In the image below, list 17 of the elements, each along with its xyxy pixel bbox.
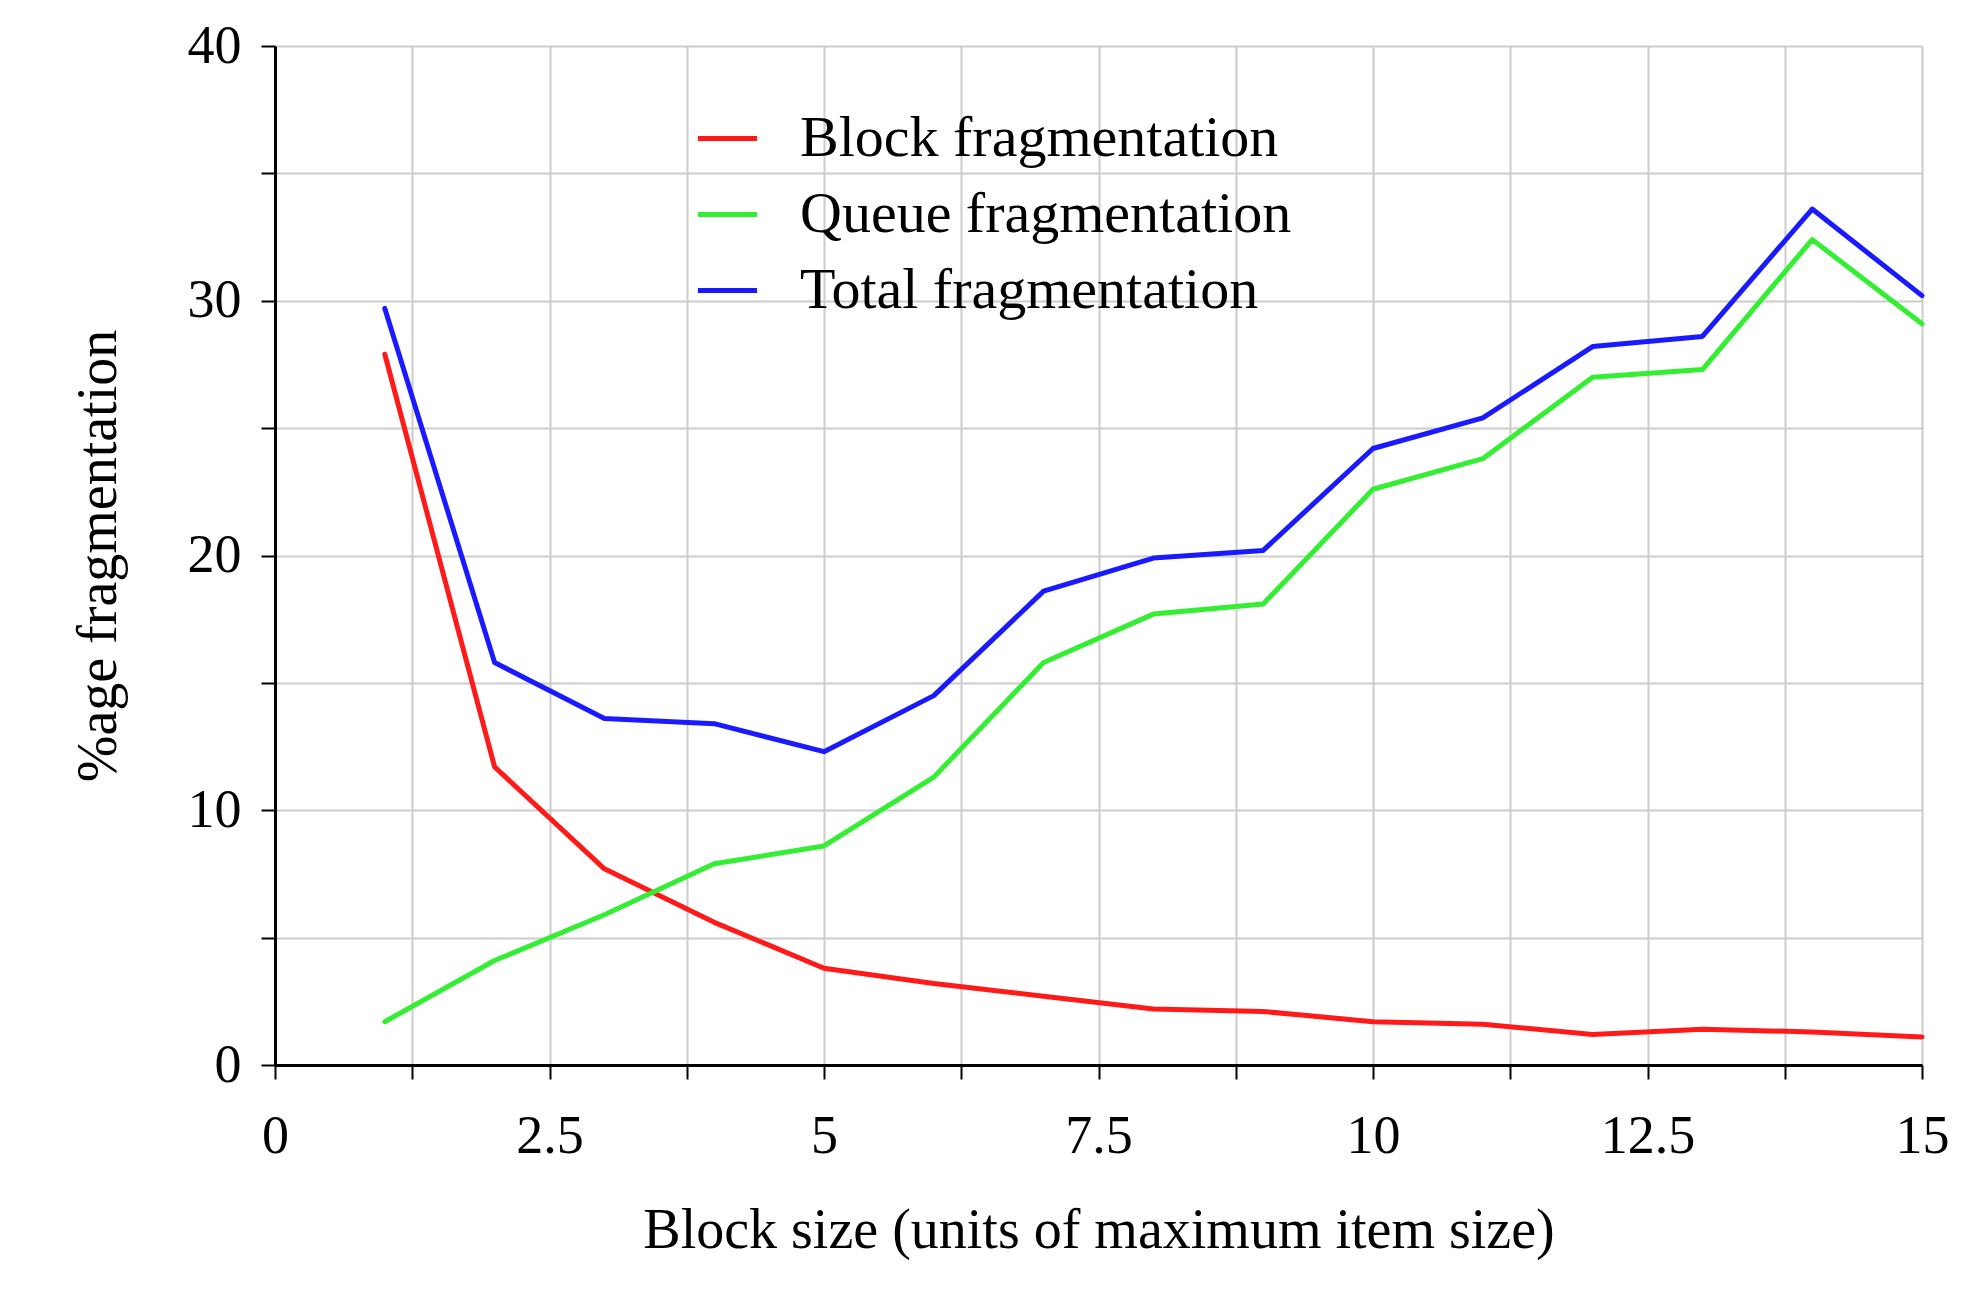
- x-tick-label: 10: [1346, 1104, 1401, 1165]
- y-axis-title: %age fragmentation: [65, 329, 128, 783]
- x-tick-label: 2.5: [516, 1104, 584, 1165]
- y-tick-label: 10: [187, 778, 242, 839]
- legend-label: Queue fragmentation: [800, 179, 1292, 245]
- x-tick-label: 15: [1895, 1104, 1950, 1165]
- y-tick-label: 20: [187, 524, 242, 584]
- x-axis-title: Block size (units of maximum item size): [643, 1197, 1555, 1261]
- y-tick-label: 40: [187, 14, 242, 75]
- x-tick-label: 7.5: [1065, 1104, 1133, 1165]
- x-tick-label: 5: [811, 1104, 838, 1165]
- y-tick-label: 30: [187, 269, 242, 330]
- x-tick-label: 12.5: [1600, 1104, 1696, 1165]
- legend-label: Block fragmentation: [800, 103, 1279, 169]
- y-tick-label: 0: [214, 1033, 242, 1094]
- x-tick-label: 0: [262, 1104, 289, 1165]
- legend-label: Total fragmentation: [800, 255, 1259, 321]
